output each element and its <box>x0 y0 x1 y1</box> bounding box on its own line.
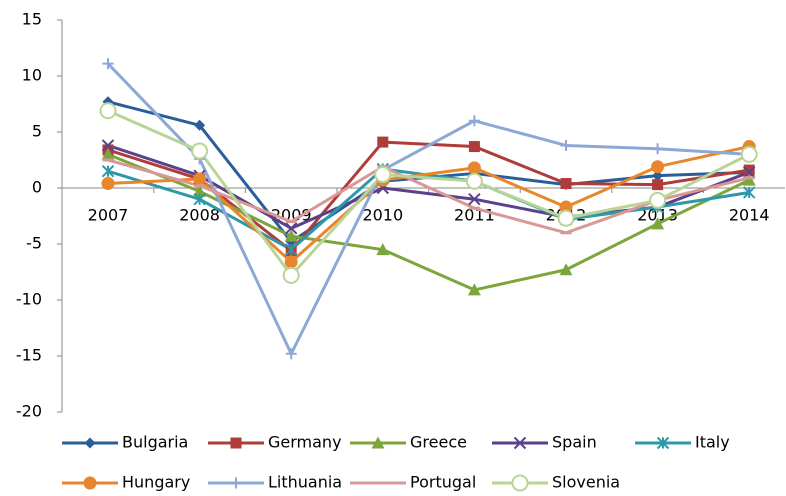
legend-label: Bulgaria <box>122 433 188 452</box>
marker <box>511 474 529 492</box>
legend-label: Germany <box>268 433 342 452</box>
marker <box>101 139 115 152</box>
marker <box>284 222 298 235</box>
x-tick-label: 2009 <box>271 206 312 225</box>
marker <box>560 178 572 190</box>
marker <box>193 184 207 197</box>
marker <box>374 166 392 184</box>
marker <box>284 255 298 269</box>
marker <box>559 200 573 214</box>
marker <box>468 192 481 206</box>
marker <box>83 476 97 490</box>
marker <box>742 186 756 199</box>
y-tick-label: 5 <box>32 122 42 141</box>
marker <box>656 436 670 450</box>
marker <box>284 243 298 256</box>
marker <box>282 266 300 284</box>
legend-label: Slovenia <box>552 473 620 492</box>
marker <box>376 243 390 256</box>
marker <box>651 217 665 230</box>
y-tick-label: 0 <box>32 178 42 197</box>
y-tick-label: -10 <box>16 290 42 309</box>
marker <box>652 179 664 191</box>
marker <box>513 436 527 450</box>
marker <box>84 437 96 449</box>
marker <box>284 229 298 242</box>
marker <box>467 283 481 296</box>
marker <box>285 348 297 360</box>
marker <box>649 191 667 209</box>
y-tick-label: -20 <box>16 402 42 421</box>
marker <box>193 192 206 206</box>
marker <box>191 142 209 160</box>
y-tick-label: -5 <box>26 234 42 253</box>
marker <box>193 172 207 186</box>
series-line <box>107 158 750 235</box>
marker <box>230 477 242 489</box>
y-tick-label: -15 <box>16 346 42 365</box>
marker <box>742 173 756 186</box>
marker <box>468 141 480 153</box>
marker <box>101 164 115 178</box>
marker <box>371 436 385 449</box>
marker <box>740 145 758 163</box>
x-tick-label: 2010 <box>362 206 403 225</box>
legend-label: Portugal <box>410 473 476 492</box>
y-tick-label: 10 <box>22 66 42 85</box>
marker <box>651 160 665 174</box>
legend-label: Greece <box>410 433 467 452</box>
legend-label: Hungary <box>122 473 190 492</box>
x-tick-label: 2007 <box>88 206 129 225</box>
marker <box>194 119 206 131</box>
marker <box>468 115 480 127</box>
marker <box>467 161 481 175</box>
marker <box>230 437 242 449</box>
marker <box>560 139 572 151</box>
marker <box>99 102 117 120</box>
marker <box>743 164 755 176</box>
marker <box>102 58 114 70</box>
marker <box>652 170 664 182</box>
marker <box>101 177 115 191</box>
series-line <box>107 153 750 292</box>
x-tick-label: 2014 <box>729 206 770 225</box>
series-line <box>107 109 750 277</box>
legend-label: Spain <box>552 433 597 452</box>
marker <box>101 147 115 160</box>
marker <box>742 166 756 179</box>
marker <box>557 209 575 227</box>
marker <box>377 136 389 148</box>
marker <box>465 172 483 190</box>
y-tick-label: 15 <box>22 10 42 29</box>
legend-label: Italy <box>695 433 730 452</box>
marker <box>559 263 573 276</box>
marker <box>652 143 664 155</box>
x-tick-label: 2008 <box>179 206 220 225</box>
legend-label: Lithuania <box>268 473 342 492</box>
